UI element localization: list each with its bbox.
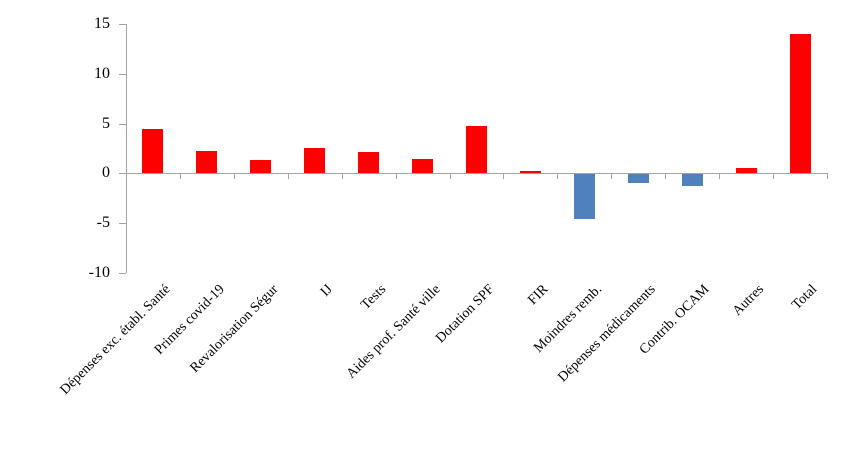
bar	[358, 152, 380, 174]
x-category-label: Autres	[729, 282, 767, 320]
y-tick-mark	[119, 24, 126, 25]
x-tick-mark	[611, 173, 612, 179]
y-tick-mark	[119, 273, 126, 274]
x-category-label: Dépenses médicaments	[555, 282, 659, 386]
y-tick-label: -5	[96, 214, 110, 231]
bar	[250, 160, 272, 174]
y-tick-label: 0	[102, 164, 110, 181]
x-tick-mark	[773, 173, 774, 179]
x-tick-mark	[827, 173, 828, 179]
y-tick-mark	[119, 173, 126, 174]
y-tick-mark	[119, 74, 126, 75]
x-category-label: Tests	[358, 282, 390, 313]
x-tick-mark	[288, 173, 289, 179]
bar	[735, 168, 757, 174]
x-tick-mark	[396, 173, 397, 179]
x-axis-line	[126, 173, 827, 174]
y-tick-label: 5	[102, 115, 110, 132]
x-tick-mark	[180, 173, 181, 179]
bar	[789, 33, 811, 174]
y-tick-label: 15	[94, 15, 110, 32]
y-tick-label: -10	[88, 264, 110, 281]
bar	[196, 151, 218, 174]
x-tick-mark	[234, 173, 235, 179]
bar	[627, 174, 649, 184]
y-tick-label: 10	[94, 65, 110, 82]
bar	[466, 125, 487, 174]
x-tick-mark	[665, 173, 666, 179]
x-tick-mark	[503, 173, 504, 179]
x-category-label: IJ	[317, 282, 336, 300]
bar	[304, 147, 326, 174]
x-tick-mark	[450, 173, 451, 179]
bar	[412, 159, 434, 174]
x-tick-mark	[342, 173, 343, 179]
y-tick-mark	[119, 124, 126, 125]
bar	[573, 174, 595, 220]
bar	[519, 171, 541, 174]
y-tick-mark	[119, 223, 126, 224]
x-category-label: Aides prof. Santé ville	[343, 282, 444, 382]
x-category-label: FIR	[525, 282, 552, 309]
x-tick-mark	[557, 173, 558, 179]
x-category-label: Total	[789, 282, 821, 313]
bar	[681, 174, 703, 187]
x-tick-mark	[719, 173, 720, 179]
x-category-label: Dépenses exc. établ. Santé	[57, 282, 174, 398]
y-axis-line	[126, 24, 127, 273]
bar	[142, 128, 164, 174]
